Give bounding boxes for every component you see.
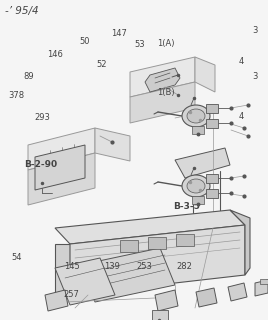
Polygon shape	[28, 128, 95, 170]
Bar	[206, 174, 218, 183]
Polygon shape	[55, 258, 115, 305]
Text: 3: 3	[252, 26, 257, 35]
Text: B-2-90: B-2-90	[24, 160, 57, 169]
Bar	[192, 126, 204, 134]
Polygon shape	[80, 248, 175, 302]
Text: -’ 95/4: -’ 95/4	[5, 6, 39, 16]
Bar	[206, 119, 218, 128]
Polygon shape	[196, 288, 217, 307]
Text: 257: 257	[64, 290, 80, 299]
Text: 53: 53	[134, 40, 145, 49]
Text: 253: 253	[137, 262, 152, 271]
Polygon shape	[255, 280, 268, 296]
Bar	[260, 279, 268, 284]
Text: 378: 378	[8, 92, 24, 100]
Polygon shape	[45, 290, 68, 311]
Text: 1(B): 1(B)	[158, 88, 175, 97]
Polygon shape	[145, 68, 180, 92]
Polygon shape	[230, 210, 250, 275]
Polygon shape	[155, 290, 178, 311]
Bar	[192, 196, 204, 204]
Text: 139: 139	[104, 262, 120, 271]
Bar	[120, 240, 138, 252]
Bar	[152, 310, 168, 320]
Ellipse shape	[187, 109, 205, 123]
Polygon shape	[55, 210, 245, 244]
Text: 50: 50	[79, 37, 90, 46]
Text: B-3-5: B-3-5	[173, 202, 200, 211]
Ellipse shape	[187, 179, 205, 193]
Polygon shape	[70, 225, 245, 295]
Ellipse shape	[182, 175, 210, 197]
Polygon shape	[195, 57, 215, 92]
Text: 147: 147	[111, 29, 127, 38]
Ellipse shape	[182, 105, 210, 127]
Text: 89: 89	[24, 72, 34, 81]
Ellipse shape	[158, 76, 166, 82]
Polygon shape	[28, 153, 95, 205]
Text: 54: 54	[11, 253, 22, 262]
Polygon shape	[95, 128, 130, 161]
Polygon shape	[228, 283, 247, 301]
Bar	[193, 215, 220, 227]
Bar	[206, 189, 218, 198]
Polygon shape	[55, 244, 70, 295]
Bar	[206, 104, 218, 113]
Text: 3: 3	[252, 72, 257, 81]
Text: 4: 4	[239, 112, 244, 121]
Text: 1(A): 1(A)	[158, 39, 175, 48]
Text: 52: 52	[96, 60, 107, 69]
Text: 293: 293	[35, 113, 51, 122]
Text: 146: 146	[47, 50, 63, 59]
Polygon shape	[130, 82, 195, 123]
Bar	[148, 237, 166, 249]
Text: 282: 282	[176, 262, 192, 271]
Bar	[176, 234, 194, 246]
Text: 145: 145	[64, 262, 80, 271]
Polygon shape	[175, 148, 230, 178]
Polygon shape	[35, 145, 85, 190]
Text: 4: 4	[239, 57, 244, 66]
Polygon shape	[130, 57, 195, 97]
